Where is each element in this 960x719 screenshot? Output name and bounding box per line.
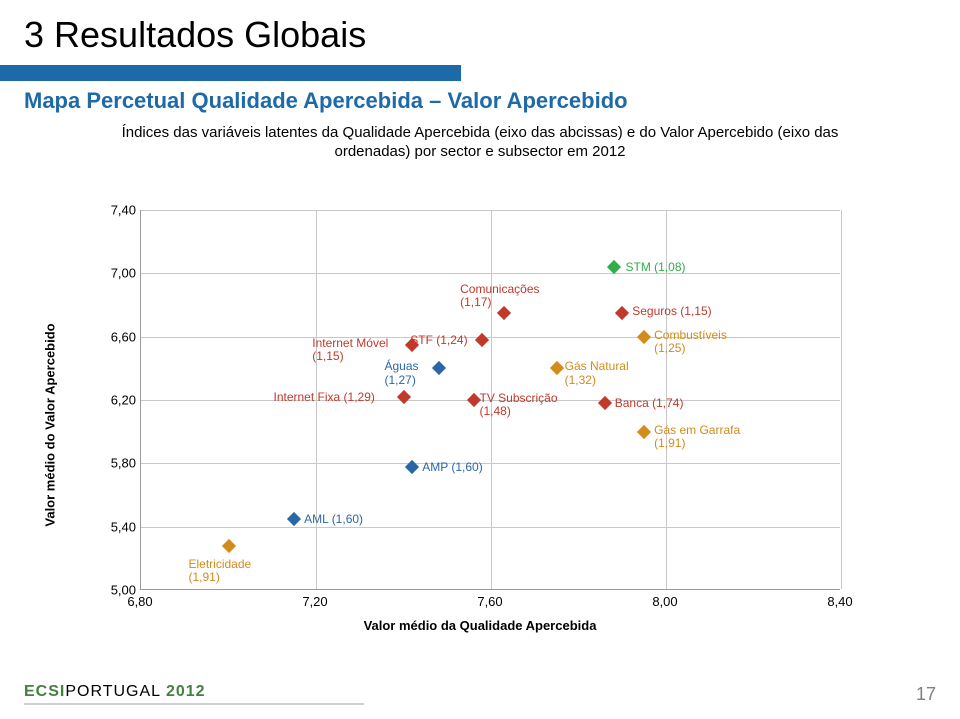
marker-seguros [615,306,629,320]
x-tick-label: 7,20 [285,594,345,609]
gridline-v [841,210,842,589]
marker-aguas [431,361,445,375]
label-tv-subscricao: TV Subscrição(1,48) [480,392,558,418]
marker-banca [598,396,612,410]
label-comunicacoes: Comunicações(1,17) [460,283,539,309]
marker-internet-fixa [396,390,410,404]
marker-gas-garrafa [637,425,651,439]
page-title: 3 Resultados Globais [0,0,960,56]
label-eletricidade: Eletricidade(1,91) [189,558,252,584]
label-combustiveis: Combustíveis(1,25) [654,329,727,355]
y-axis-label: Valor médio do Valor Apercebido [43,323,58,526]
brand-bold: ECSI [24,683,65,700]
y-tick-label: 6,60 [86,329,136,344]
footer-brand: ECSIPORTUGAL 2012 [24,683,364,705]
y-tick-label: 7,00 [86,266,136,281]
label-internet-fixa: Internet Fixa (1,29) [274,391,375,404]
desc-line1: Índices das variáveis latentes da Qualid… [122,124,695,141]
brand-text: ECSIPORTUGAL 2012 [24,683,206,700]
label-gas-natural: Gás Natural(1,32) [565,360,629,386]
brand-year: 2012 [166,683,206,700]
y-tick-label: 6,20 [86,393,136,408]
marker-combustiveis [637,330,651,344]
y-tick-label: 5,80 [86,456,136,471]
marker-gas-natural [550,361,564,375]
x-tick-label: 8,40 [810,594,870,609]
marker-aml [287,512,301,526]
label-internet-movel: Internet Móvel(1,15) [312,337,388,363]
marker-tv-subscricao [466,393,480,407]
label-aguas: Águas(1,27) [385,360,419,386]
plot-area: STM (1,08) Comunicações(1,17) Seguros (1,1… [140,210,840,590]
y-tick-label: 5,40 [86,519,136,534]
x-tick-label: 7,60 [460,594,520,609]
label-gas-garrafa: Gás em Garrafa(1,91) [654,424,740,450]
scatter-chart: Valor médio do Valor Apercebido STM (1,0… [80,210,880,640]
x-tick-label: 8,00 [635,594,695,609]
brand-rest: PORTUGAL [65,683,160,700]
page-number: 17 [916,684,936,705]
label-aml: AML (1,60) [304,513,363,526]
x-tick-label: 6,80 [110,594,170,609]
label-amp: AMP (1,60) [422,461,482,474]
title-band [0,65,461,81]
y-tick-label: 7,40 [86,203,136,218]
footer-divider [24,703,364,705]
label-seguros: Seguros (1,15) [632,305,711,318]
marker-amp [405,459,419,473]
marker-stm [606,260,620,274]
description: Índices das variáveis latentes da Qualid… [100,124,860,162]
label-stm: STM (1,08) [626,261,686,274]
marker-stf [475,333,489,347]
marker-eletricidade [221,539,235,553]
label-banca: Banca (1,74) [615,397,684,410]
x-axis-label: Valor médio da Qualidade Apercebida [364,618,597,633]
